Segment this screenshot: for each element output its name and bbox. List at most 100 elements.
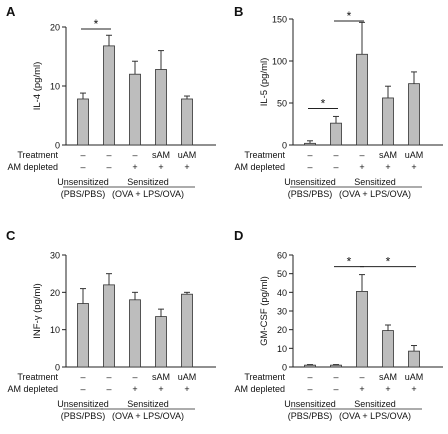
bar: [382, 330, 394, 368]
group-unsensitized-line2: (PBS/PBS): [61, 411, 106, 421]
treatment-value: uAM: [405, 372, 424, 382]
y-tick-label: 10: [50, 325, 60, 335]
y-tick-label: 20: [277, 325, 287, 335]
y-tick-label: 10: [50, 82, 60, 92]
y-axis-label: IL-4 (pg/ml): [32, 62, 43, 111]
y-tick-label: 150: [272, 15, 287, 25]
am-depleted-value: +: [158, 384, 163, 394]
bar: [181, 98, 193, 146]
y-tick-label: 0: [282, 141, 287, 151]
group-unsensitized-line1: Unsensitized: [57, 399, 109, 409]
y-tick-label: 0: [55, 141, 60, 151]
significance-marker: *: [386, 255, 391, 269]
bar: [408, 350, 420, 368]
panel-label: D: [234, 228, 243, 243]
am-depleted-value: +: [359, 162, 364, 172]
treatment-value: sAM: [152, 372, 170, 382]
am-depleted-value: +: [411, 162, 416, 172]
treatment-value: –: [132, 150, 137, 160]
treatment-value: uAM: [405, 150, 424, 160]
am-depleted-value: –: [307, 384, 312, 394]
panel-label: C: [6, 228, 16, 243]
treatment-value: uAM: [178, 150, 197, 160]
am-depleted-value: +: [385, 384, 390, 394]
bar: [77, 303, 89, 368]
y-tick-label: 20: [50, 23, 60, 33]
bar: [356, 53, 368, 146]
bar: [304, 142, 316, 146]
row-label-am-depleted: AM depleted: [234, 162, 285, 172]
am-depleted-value: +: [132, 384, 137, 394]
row-label-treatment: Treatment: [17, 150, 58, 160]
y-axis-label: GM-CSF (pg/ml): [259, 276, 270, 346]
bar: [129, 299, 141, 368]
y-tick-label: 60: [277, 251, 287, 261]
row-label-am-depleted: AM depleted: [234, 384, 285, 394]
am-depleted-value: +: [411, 384, 416, 394]
am-depleted-value: +: [158, 162, 163, 172]
treatment-value: uAM: [178, 372, 197, 382]
significance-marker: *: [321, 96, 326, 110]
row-label-am-depleted: AM depleted: [7, 384, 58, 394]
y-tick-label: 100: [272, 57, 287, 67]
bar: [356, 290, 368, 368]
y-axis-label: IL-5 (pg/ml): [259, 58, 270, 107]
y-tick-label: 40: [277, 288, 287, 298]
treatment-value: –: [359, 150, 364, 160]
bar: [129, 73, 141, 146]
group-unsensitized-line2: (PBS/PBS): [288, 189, 333, 199]
treatment-value: –: [80, 372, 85, 382]
am-depleted-value: –: [80, 384, 85, 394]
treatment-value: –: [80, 150, 85, 160]
group-unsensitized-line2: (PBS/PBS): [288, 411, 333, 421]
row-label-treatment: Treatment: [244, 150, 285, 160]
group-unsensitized-line2: (PBS/PBS): [61, 189, 106, 199]
treatment-value: sAM: [379, 372, 397, 382]
bar: [408, 83, 420, 146]
am-depleted-value: –: [333, 162, 338, 172]
y-tick-label: 0: [282, 363, 287, 373]
treatment-value: –: [132, 372, 137, 382]
treatment-value: sAM: [152, 150, 170, 160]
treatment-value: –: [359, 372, 364, 382]
group-sensitized-line1: Sensitized: [127, 399, 169, 409]
group-sensitized-line2: (OVA + LPS/OVA): [339, 411, 411, 421]
treatment-value: sAM: [379, 150, 397, 160]
am-depleted-value: –: [80, 162, 85, 172]
bar: [181, 293, 193, 368]
am-depleted-value: –: [307, 162, 312, 172]
y-tick-label: 0: [55, 363, 60, 373]
treatment-value: –: [333, 372, 338, 382]
y-axis-label: INF-γ (pg/ml): [32, 283, 43, 338]
bar: [103, 284, 115, 368]
panel-D: D 0 10 20 30 40 50 60 GM-CSF (pg/ml) * * Treatment A…: [234, 228, 443, 421]
treatment-value: –: [106, 150, 111, 160]
significance-marker: *: [347, 255, 352, 269]
group-sensitized-line1: Sensitized: [354, 177, 396, 187]
row-label-am-depleted: AM depleted: [7, 162, 58, 172]
panel-A: A 0 10 20 IL-4 (pg/ml) * Treatment AM depleted –…: [6, 4, 216, 199]
bar: [330, 364, 342, 368]
treatment-value: –: [307, 150, 312, 160]
treatment-value: –: [307, 372, 312, 382]
am-depleted-value: –: [106, 384, 111, 394]
group-sensitized-line1: Sensitized: [354, 399, 396, 409]
bar: [382, 97, 394, 146]
row-label-treatment: Treatment: [17, 372, 58, 382]
significance-marker: *: [347, 9, 352, 23]
group-sensitized-line1: Sensitized: [127, 177, 169, 187]
y-tick-label: 10: [277, 344, 287, 354]
group-sensitized-line2: (OVA + LPS/OVA): [112, 411, 184, 421]
am-depleted-value: +: [359, 384, 364, 394]
group-sensitized-line2: (OVA + LPS/OVA): [339, 189, 411, 199]
panel-B: B 0 50 100 150 IL-5 (pg/ml) * * Treatment AM depl…: [234, 4, 443, 199]
group-sensitized-line2: (OVA + LPS/OVA): [112, 189, 184, 199]
y-tick-label: 20: [50, 288, 60, 298]
y-tick-label: 50: [277, 269, 287, 279]
am-depleted-value: –: [106, 162, 111, 172]
treatment-value: –: [106, 372, 111, 382]
group-unsensitized-line1: Unsensitized: [284, 399, 336, 409]
group-unsensitized-line1: Unsensitized: [284, 177, 336, 187]
